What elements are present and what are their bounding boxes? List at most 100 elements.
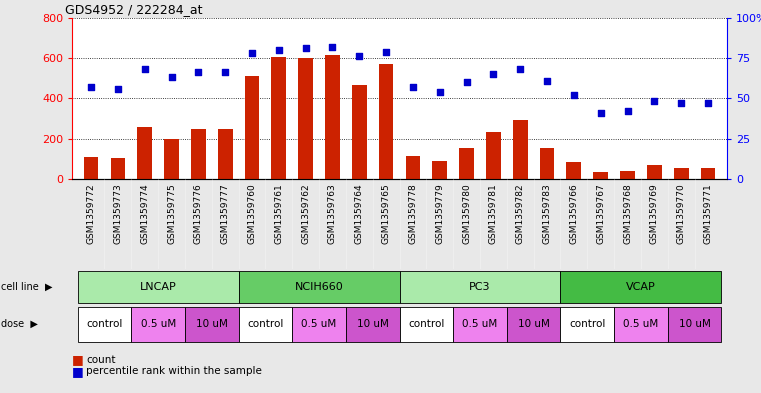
Bar (432, 161, 447, 179)
Text: 0.5 uM: 0.5 uM (301, 319, 336, 329)
Text: GSM1359767: GSM1359767 (596, 183, 605, 244)
Point (165, 74, 177, 81)
Bar (453, 307, 507, 342)
Point (514, 66, 527, 72)
Text: 0.5 uM: 0.5 uM (141, 319, 176, 329)
Text: GSM1359772: GSM1359772 (87, 183, 96, 244)
Text: 0.5 uM: 0.5 uM (623, 319, 658, 329)
Point (326, 44, 339, 50)
Point (648, 98, 661, 105)
Text: ■: ■ (72, 365, 84, 378)
Bar (513, 120, 527, 179)
Text: GSM1359783: GSM1359783 (543, 183, 552, 244)
Bar (164, 138, 179, 179)
Text: GSM1359775: GSM1359775 (167, 183, 176, 244)
Bar (110, 158, 126, 179)
Text: percentile rank within the sample: percentile rank within the sample (86, 366, 262, 376)
Bar (137, 127, 152, 179)
Bar (292, 307, 346, 342)
Point (193, 69, 205, 75)
Bar (244, 76, 260, 179)
Point (219, 69, 231, 75)
Text: GSM1359777: GSM1359777 (221, 183, 230, 244)
Bar (132, 307, 185, 342)
Point (300, 45, 312, 51)
Point (272, 47, 285, 53)
Bar (667, 307, 721, 342)
Bar (185, 307, 239, 342)
Bar (614, 307, 667, 342)
Text: 10 uM: 10 uM (679, 319, 711, 329)
Bar (78, 307, 132, 342)
Text: ■: ■ (72, 353, 84, 366)
Text: GSM1359779: GSM1359779 (435, 183, 444, 244)
Point (622, 108, 634, 114)
Point (541, 77, 553, 84)
Point (460, 79, 473, 85)
Bar (400, 271, 560, 303)
Text: NCIH660: NCIH660 (295, 282, 343, 292)
Point (353, 53, 365, 59)
Text: GSM1359774: GSM1359774 (140, 183, 149, 244)
Text: GSM1359781: GSM1359781 (489, 183, 498, 244)
Text: 10 uM: 10 uM (196, 319, 228, 329)
Point (702, 100, 714, 106)
Text: GSM1359769: GSM1359769 (650, 183, 659, 244)
Bar (560, 307, 614, 342)
Text: GSM1359778: GSM1359778 (409, 183, 418, 244)
Point (434, 89, 446, 95)
Point (85, 84, 97, 90)
Text: GDS4952 / 222284_at: GDS4952 / 222284_at (65, 4, 202, 17)
Bar (325, 55, 340, 179)
Text: 10 uM: 10 uM (517, 319, 549, 329)
Bar (346, 307, 400, 342)
Bar (239, 307, 292, 342)
Bar (560, 271, 721, 303)
Text: 0.5 uM: 0.5 uM (463, 319, 498, 329)
Bar (352, 85, 367, 179)
Point (407, 84, 419, 90)
Point (246, 50, 258, 56)
Text: control: control (569, 319, 606, 329)
Text: LNCAP: LNCAP (140, 282, 177, 292)
Point (487, 71, 499, 77)
Text: PC3: PC3 (470, 282, 491, 292)
Bar (239, 271, 400, 303)
Bar (647, 165, 662, 179)
Bar (191, 129, 205, 179)
Bar (486, 132, 501, 179)
Bar (78, 271, 239, 303)
Text: GSM1359768: GSM1359768 (623, 183, 632, 244)
Point (675, 100, 687, 106)
Text: GSM1359762: GSM1359762 (301, 183, 310, 244)
Text: control: control (408, 319, 444, 329)
Text: dose  ▶: dose ▶ (1, 319, 37, 329)
Bar (459, 148, 474, 179)
Bar (566, 162, 581, 179)
Text: GSM1359764: GSM1359764 (355, 183, 364, 244)
Bar (298, 58, 313, 179)
Point (568, 92, 580, 98)
Point (380, 48, 392, 55)
Text: GSM1359761: GSM1359761 (274, 183, 283, 244)
Text: GSM1359770: GSM1359770 (677, 183, 686, 244)
Bar (218, 129, 233, 179)
Bar (620, 171, 635, 179)
Bar (673, 168, 689, 179)
Point (139, 66, 151, 72)
Text: GSM1359771: GSM1359771 (703, 183, 712, 244)
Text: control: control (86, 319, 123, 329)
Bar (507, 307, 560, 342)
Bar (701, 168, 715, 179)
Point (594, 110, 607, 116)
Text: GSM1359776: GSM1359776 (194, 183, 203, 244)
Bar (272, 57, 286, 179)
Bar (379, 64, 393, 179)
Bar (540, 148, 555, 179)
Text: cell line  ▶: cell line ▶ (1, 282, 53, 292)
Bar (400, 307, 453, 342)
Text: 10 uM: 10 uM (357, 319, 389, 329)
Bar (594, 172, 608, 179)
Point (112, 85, 124, 92)
Text: GSM1359782: GSM1359782 (516, 183, 525, 244)
